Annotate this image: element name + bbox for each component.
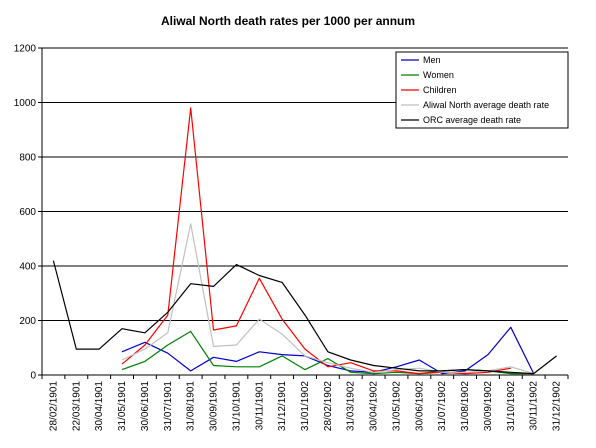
grid bbox=[41, 47, 568, 376]
x-tick-labels: 28/02/1901 22/03/1901 30/04/1901 31/05/1901… bbox=[41, 375, 569, 431]
x-tick-label: 30/09/1902 bbox=[483, 381, 494, 431]
x-tick-label: 30/11/1901 bbox=[254, 381, 265, 431]
legend-label: Aliwal North average death rate bbox=[423, 100, 549, 110]
series-lines bbox=[52, 107, 557, 375]
legend-label: Women bbox=[423, 70, 454, 80]
legend-box bbox=[395, 51, 569, 129]
y-tick-labels: 0 200 400 600 800 1000 1200 bbox=[14, 44, 42, 382]
x-tick-label: 28/02/1902 bbox=[323, 381, 334, 431]
y-tick-label: 600 bbox=[19, 207, 36, 218]
y-tick-label: 400 bbox=[19, 262, 36, 273]
y-tick-label: 1000 bbox=[14, 98, 37, 109]
series-line-4 bbox=[52, 260, 557, 375]
x-tick-label: 31/10/1901 bbox=[231, 381, 242, 431]
x-tick-label: 31/10/1902 bbox=[506, 381, 517, 431]
x-tick-label: 30/11/1902 bbox=[529, 381, 540, 431]
legend-label: ORC average death rate bbox=[423, 115, 521, 125]
x-tick-label: 28/02/1901 bbox=[48, 381, 59, 431]
y-tick-label: 200 bbox=[19, 316, 36, 327]
x-tick-label: 31/03/1902 bbox=[346, 381, 357, 431]
x-tick-label: 31/05/1902 bbox=[391, 381, 402, 431]
x-tick-label: 22/03/1901 bbox=[71, 381, 82, 431]
legend-label: Children bbox=[423, 85, 457, 95]
legend-label: Men bbox=[423, 55, 441, 65]
x-tick-label: 31/12/1901 bbox=[277, 381, 288, 431]
x-tick-label: 30/04/1902 bbox=[369, 381, 380, 431]
x-tick-label: 30/09/1901 bbox=[209, 381, 220, 431]
series-line-3 bbox=[121, 223, 534, 375]
y-tick-label: 0 bbox=[30, 371, 36, 382]
chart-title: Aliwal North death rates per 1000 per an… bbox=[161, 14, 415, 28]
y-tick-label: 800 bbox=[19, 153, 36, 164]
x-tick-label: 31/12/1902 bbox=[552, 381, 563, 431]
legend: Men Women Children Aliwal North average dea… bbox=[395, 51, 569, 129]
x-tick-label: 31/07/1902 bbox=[437, 381, 448, 431]
x-tick-label: 31/07/1901 bbox=[163, 381, 174, 431]
series-line-0 bbox=[121, 326, 535, 375]
x-tick-label: 30/06/1902 bbox=[414, 381, 425, 431]
y-tick-label: 1200 bbox=[14, 44, 37, 55]
x-tick-label: 31/05/1901 bbox=[117, 381, 128, 431]
x-tick-label: 31/01/1902 bbox=[300, 381, 311, 431]
x-tick-label: 31/08/1901 bbox=[186, 381, 197, 431]
x-tick-label: 30/06/1901 bbox=[140, 381, 151, 431]
x-tick-label: 30/04/1901 bbox=[94, 381, 105, 431]
x-tick-label: 31/08/1902 bbox=[460, 381, 471, 431]
